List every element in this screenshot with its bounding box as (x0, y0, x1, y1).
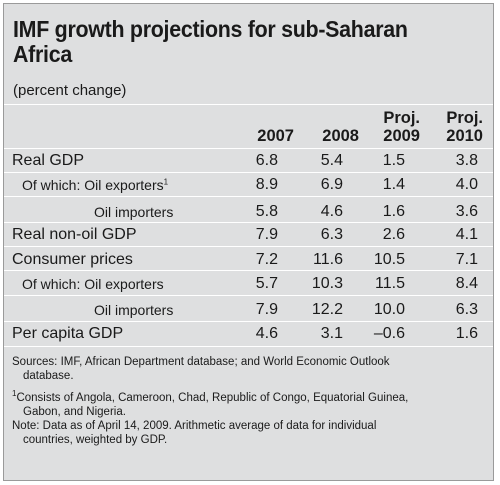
cell-2009: 2.6 (382, 226, 405, 243)
row-divider (4, 148, 493, 149)
cell-2010: 4.0 (455, 176, 478, 193)
cell-2007: 7.9 (255, 226, 278, 243)
row-label: Per capita GDP (12, 325, 124, 342)
table-row-oil-importers: Oil importers 5.8 4.6 1.6 3.6 (4, 196, 493, 222)
note-line-1: Note: Data as of April 14, 2009. Arithme… (12, 419, 377, 432)
column-header-top: Proj. (383, 109, 420, 127)
row-label: Consumer prices (12, 251, 133, 268)
footnote-marker: 1 (12, 389, 17, 398)
column-header-2009: Proj. 2009 (364, 109, 420, 145)
column-header-2007: 2007 (234, 109, 294, 145)
table-bottom-rule (4, 346, 493, 347)
row-label-text: Of which: Oil exporters (22, 177, 164, 193)
cell-2009: 1.6 (382, 203, 405, 220)
footnote-1: 1Consists of Angola, Cameroon, Chad, Rep… (12, 387, 482, 419)
cell-2009: 10.0 (373, 301, 405, 318)
footnote-marker: 1 (163, 177, 169, 187)
cell-2010: 3.8 (455, 152, 478, 169)
table-subtitle: (percent change) (13, 82, 127, 99)
cell-2008: 11.6 (313, 251, 343, 268)
cell-2009: 1.4 (382, 176, 405, 193)
sources-line-1: Sources: IMF, African Department databas… (12, 356, 390, 368)
cell-2010: 7.1 (455, 251, 478, 268)
table-row-per-capita-gdp: Per capita GDP 4.6 3.1 –0.6 1.6 (4, 321, 493, 346)
cell-2007: 8.9 (255, 176, 278, 193)
cell-2009: –0.6 (373, 325, 405, 342)
cell-2008: 6.3 (320, 226, 343, 243)
row-label: Of which: Oil exporters1 (22, 177, 168, 193)
cell-2008: 5.4 (320, 152, 343, 169)
column-header-year: 2010 (446, 127, 483, 145)
cell-2007: 7.9 (255, 301, 278, 318)
column-header-year: 2009 (383, 127, 420, 145)
cell-2007: 7.2 (255, 251, 278, 268)
cell-2010: 6.3 (455, 301, 478, 318)
row-label: Real GDP (12, 152, 85, 169)
table-row-oil-exporters: Of which: Oil exporters1 8.9 6.9 1.4 4.0 (4, 172, 493, 196)
row-divider (4, 196, 493, 197)
column-header-year: 2007 (257, 127, 294, 145)
column-header-year: 2008 (322, 127, 359, 145)
cell-2008: 3.1 (320, 325, 343, 342)
cell-2008: 10.3 (311, 275, 343, 292)
sources-line-2: database. (23, 370, 74, 382)
footnote-line-1: Consists of Angola, Cameroon, Chad, Repu… (16, 391, 409, 404)
title-line-2: Africa (13, 41, 72, 67)
row-divider (4, 222, 493, 223)
row-label: Of which: Oil exporters (22, 276, 164, 292)
cell-2007: 6.8 (255, 152, 278, 169)
cell-2007: 5.8 (255, 203, 278, 220)
footnote-line-2: Gabon, and Nigeria. (23, 405, 126, 418)
column-header-top (234, 109, 294, 127)
row-divider (4, 172, 493, 173)
cell-2009: 10.5 (373, 251, 405, 268)
table-notes: Sources: IMF, African Department databas… (12, 355, 482, 447)
cell-2010: 1.6 (455, 325, 478, 342)
note-line-2: countries, weighted by GDP. (23, 433, 168, 446)
row-divider (4, 246, 493, 247)
table-row-cpi-oil-exporters: Of which: Oil exporters 5.7 10.3 11.5 8.… (4, 270, 493, 295)
table-row-cpi-oil-importers: Oil importers 7.9 12.2 10.0 6.3 (4, 295, 493, 321)
cell-2008: 4.6 (320, 203, 343, 220)
row-divider (4, 270, 493, 271)
sources-note: Sources: IMF, African Department databas… (12, 355, 482, 383)
cell-2008: 6.9 (320, 176, 343, 193)
row-label: Real non-oil GDP (12, 226, 137, 243)
table-row-real-non-oil-gdp: Real non-oil GDP 7.9 6.3 2.6 4.1 (4, 222, 493, 246)
column-header-2010: Proj. 2010 (427, 109, 483, 145)
cell-2010: 3.6 (455, 203, 478, 220)
row-label: Oil importers (94, 302, 174, 318)
cell-2008: 12.2 (311, 301, 343, 318)
table-title: IMF growth projections for sub-Saharan A… (13, 17, 450, 67)
data-note: Note: Data as of April 14, 2009. Arithme… (12, 419, 482, 447)
cell-2007: 5.7 (255, 275, 278, 292)
column-header-top (303, 109, 359, 127)
column-header-2008: 2008 (303, 109, 359, 145)
row-label: Oil importers (94, 204, 174, 220)
table-row-real-gdp: Real GDP 6.8 5.4 1.5 3.8 (4, 148, 493, 172)
cell-2009: 1.5 (382, 152, 405, 169)
cell-2010: 4.1 (455, 226, 478, 243)
row-divider (4, 295, 493, 296)
table-panel: IMF growth projections for sub-Saharan A… (3, 3, 494, 481)
header-divider (4, 104, 493, 105)
table-row-consumer-prices: Consumer prices 7.2 11.6 10.5 7.1 (4, 246, 493, 270)
cell-2007: 4.6 (255, 325, 278, 342)
cell-2009: 11.5 (375, 275, 405, 292)
column-header-top: Proj. (446, 109, 483, 127)
cell-2010: 8.4 (455, 275, 478, 292)
title-line-1: IMF growth projections for sub-Saharan (13, 16, 408, 42)
row-divider (4, 321, 493, 322)
